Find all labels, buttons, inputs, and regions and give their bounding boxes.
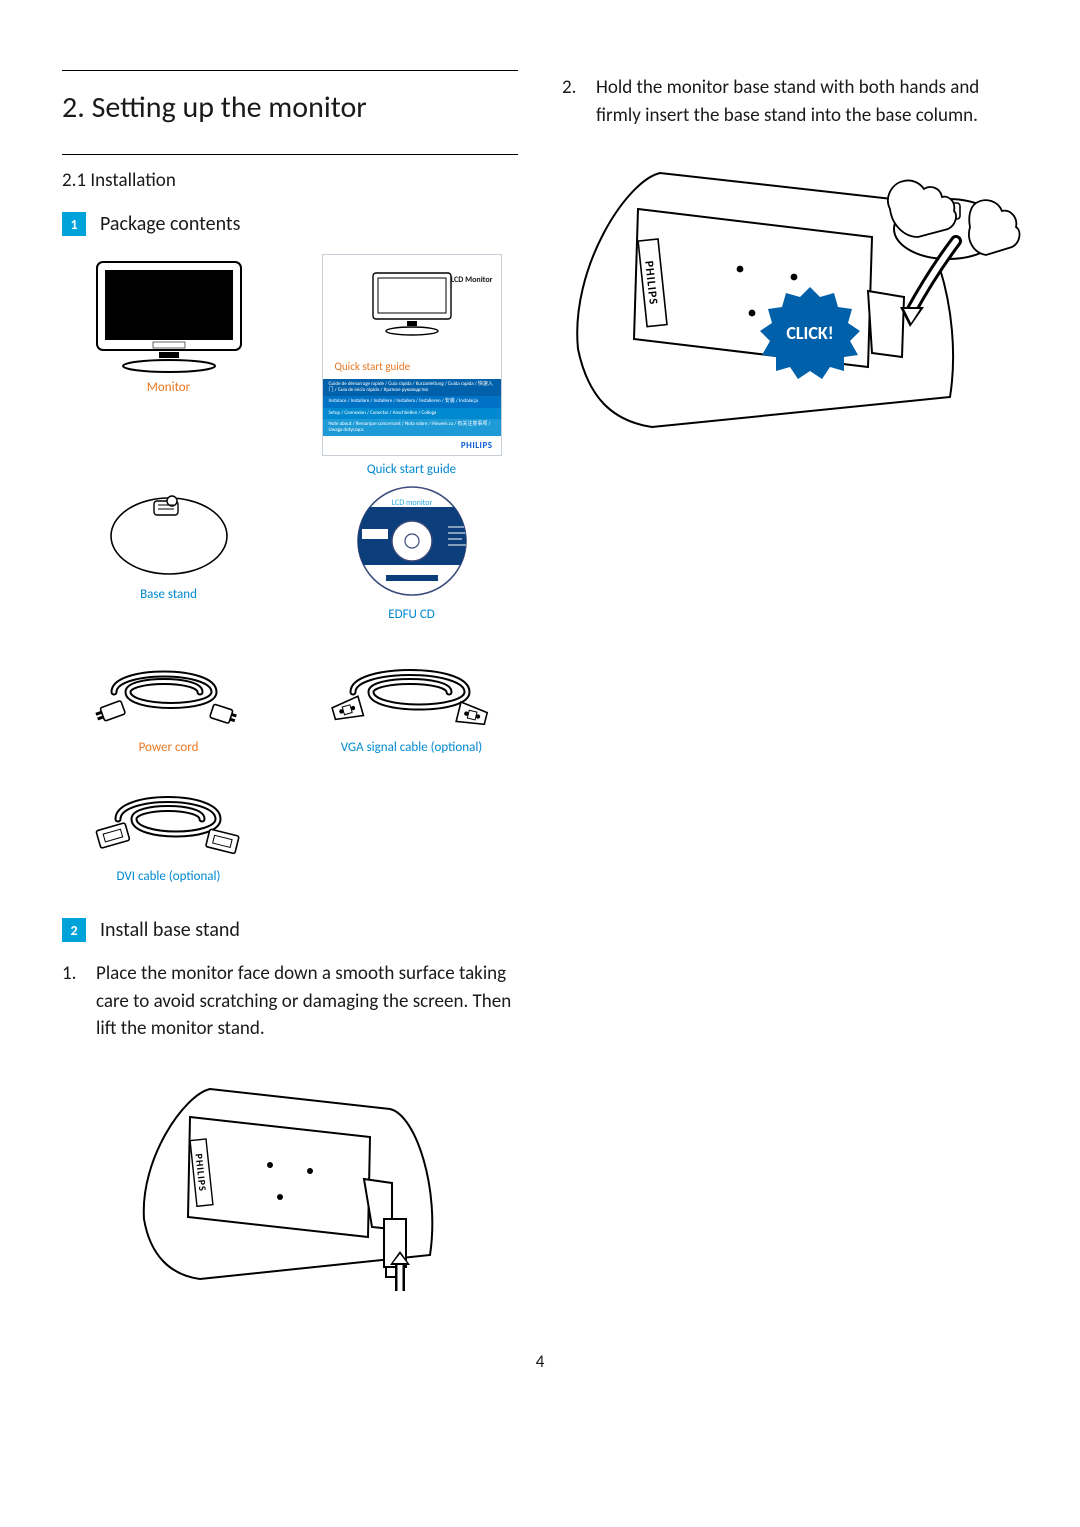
instruction-2-text: Hold the monitor base stand with both ha… <box>596 74 1018 129</box>
qsg-monitor-icon <box>367 269 457 337</box>
dvi-cable-icon <box>94 777 244 863</box>
figure-insert-base-stand: PHILIPS <box>562 149 1022 469</box>
subsection-title: 2.1 Installation <box>62 169 518 192</box>
step-2-badge: 2 <box>62 918 86 942</box>
base-stand-caption: Base stand <box>140 587 197 602</box>
step-2-header: 2 Install base stand <box>62 918 518 942</box>
base-stand-icon <box>104 481 234 581</box>
item-dvi-cable: DVI cable (optional) <box>62 777 275 884</box>
qsg-brand: PHILIPS <box>323 436 501 455</box>
package-contents-grid: Monitor LCD Monitor Qu <box>62 254 518 884</box>
cd-caption: EDFU CD <box>388 607 435 622</box>
subsection-title-text: Installation <box>90 169 175 192</box>
item-monitor: Monitor <box>62 254 275 477</box>
instruction-1-text: Place the monitor face down a smooth sur… <box>96 960 518 1043</box>
power-cord-icon <box>94 648 244 734</box>
item-power-cord: Power cord <box>62 648 275 755</box>
qsg-bar-4: Note about / Remarque concernant / Nota … <box>323 419 501 436</box>
qsg-booklet: LCD Monitor Quick start guide Guide de d… <box>322 254 502 456</box>
qsg-lcd-label: LCD Monitor <box>451 275 493 285</box>
figure-monitor-face-down: PHILIPS <box>120 1063 460 1313</box>
subsection-number: 2.1 <box>62 169 86 192</box>
qsg-caption: Quick start guide <box>367 462 456 477</box>
vga-cable-caption: VGA signal cable (optional) <box>341 740 483 755</box>
cd-icon: LCD monitor <box>342 481 482 601</box>
qsg-bar-3: Setup / Connexion / Conectar / Anschließ… <box>323 408 501 420</box>
qsg-bars: Guide de démarrage rapide / Guía rápida … <box>323 379 501 436</box>
dvi-cable-caption: DVI cable (optional) <box>117 869 221 884</box>
section-number: 2. <box>62 89 85 126</box>
step-2-label: Install base stand <box>100 918 240 942</box>
section-title-text: Setting up the monitor <box>92 89 367 126</box>
qsg-bar-1: Guide de démarrage rapide / Guía rápida … <box>323 379 501 396</box>
step-1-header: 1 Package contents <box>62 212 518 236</box>
vga-cable-icon <box>327 648 497 734</box>
power-cord-caption: Power cord <box>139 740 199 755</box>
item-vga-cable: VGA signal cable (optional) <box>305 648 518 755</box>
instruction-1-number: 1. <box>62 960 82 1043</box>
item-cd: LCD monitor <box>305 481 518 622</box>
section-rule-top <box>62 70 518 71</box>
qsg-title: Quick start guide <box>335 360 411 373</box>
instruction-2-number: 2. <box>562 74 582 129</box>
item-base-stand: Base stand <box>62 481 275 622</box>
step-1-label: Package contents <box>100 212 240 236</box>
instruction-1: 1. Place the monitor face down a smooth … <box>62 960 518 1043</box>
item-qsg: LCD Monitor Quick start guide Guide de d… <box>305 254 518 477</box>
section-title: 2. Setting up the monitor <box>62 89 518 126</box>
monitor-caption: Monitor <box>147 380 190 395</box>
page-number: 4 <box>62 1351 1018 1372</box>
click-label: CLICK! <box>786 322 833 344</box>
monitor-icon <box>89 254 249 374</box>
qsg-bar-2: Instalace / Installare / Installere / In… <box>323 396 501 408</box>
step-1-badge: 1 <box>62 212 86 236</box>
cd-top-label: LCD monitor <box>391 498 432 508</box>
instruction-2: 2. Hold the monitor base stand with both… <box>562 74 1018 129</box>
subsection-rule <box>62 154 518 155</box>
